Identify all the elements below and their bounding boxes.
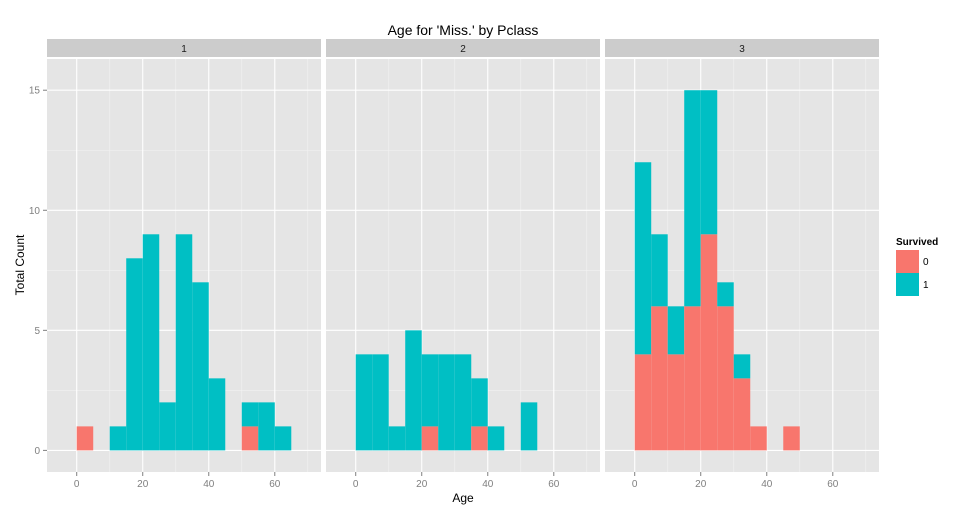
y-tick-label: 0 [34, 446, 40, 457]
bar-segment-survived-1 [142, 234, 160, 451]
bar-segment-survived-1 [700, 90, 718, 235]
facet-strip [605, 39, 879, 57]
bar-segment-survived-1 [651, 234, 668, 307]
x-tick-label: 60 [548, 479, 560, 490]
x-tick-label: 40 [482, 479, 494, 490]
bar-segment-survived-1 [126, 258, 143, 451]
bar-segment-survived-1 [684, 90, 701, 307]
x-tick-label: 40 [203, 479, 215, 490]
x-tick-label: 20 [695, 479, 707, 490]
bar-segment-survived-1 [109, 426, 127, 451]
bar-segment-survived-1 [175, 234, 193, 451]
legend-key-swatch [896, 250, 919, 273]
bar-segment-survived-0 [421, 426, 439, 451]
bar-segment-survived-1 [355, 354, 373, 451]
y-tick-label: 10 [29, 206, 41, 217]
bar-segment-survived-0 [76, 426, 94, 451]
facet-panel-1: 1 0 20 40 60 [47, 39, 321, 490]
x-tick-label: 0 [74, 479, 80, 490]
facet-panel-2: 20 20 40 60 [326, 39, 600, 490]
chart-title: Age for 'Miss.' by Pclass [388, 22, 539, 38]
bar-segment-survived-0 [684, 306, 701, 451]
y-tick-label: 15 [29, 86, 41, 97]
y-tick-label: 5 [34, 326, 40, 337]
bar-segment-survived-0 [667, 354, 685, 451]
x-tick-label: 0 [353, 479, 359, 490]
bar-segment-survived-1 [733, 354, 751, 379]
legend-title: Survived [896, 237, 938, 248]
bar-segment-survived-1 [487, 426, 505, 451]
bar-segment-survived-1 [372, 354, 389, 451]
y-axis: 0 5 10 15 [29, 86, 47, 457]
bar-segment-survived-0 [733, 378, 751, 451]
legend-entry-label: 1 [923, 280, 929, 291]
facet-strip [47, 39, 321, 57]
bar-segment-survived-1 [717, 282, 734, 307]
y-axis-title: Total Count [13, 234, 27, 295]
bar-segment-survived-1 [667, 306, 685, 355]
facet-strip-label: 1 [181, 44, 187, 55]
facet-strip-label: 2 [460, 44, 466, 55]
bar-segment-survived-1 [241, 402, 259, 427]
bar-segment-survived-1 [258, 402, 275, 451]
facet-strip-label: 3 [739, 44, 745, 55]
bar-segment-survived-0 [651, 306, 668, 451]
bar-segment-survived-1 [438, 354, 455, 451]
bar-segment-survived-1 [634, 162, 652, 355]
x-axis-title: Age [452, 491, 474, 505]
x-tick-label: 60 [269, 479, 281, 490]
bar-segment-survived-1 [274, 426, 292, 451]
bar-segment-survived-0 [241, 426, 259, 451]
legend-key-swatch [896, 273, 919, 296]
bar-segment-survived-1 [421, 354, 439, 427]
facet-panel-3: 3 0 20 40 60 [605, 39, 879, 490]
bar-segment-survived-1 [405, 330, 422, 451]
bar-segment-survived-1 [471, 378, 488, 427]
facet-strip [326, 39, 600, 57]
bar-segment-survived-1 [159, 402, 176, 451]
legend: Survived 0 1 [896, 237, 938, 296]
bar-segment-survived-1 [388, 426, 406, 451]
bar-segment-survived-0 [750, 426, 767, 451]
bar-segment-survived-1 [520, 402, 538, 451]
x-tick-label: 60 [827, 479, 839, 490]
bar-segment-survived-1 [208, 378, 226, 451]
bar-segment-survived-0 [783, 426, 800, 451]
legend-entry-label: 0 [923, 257, 929, 268]
bar-segment-survived-1 [454, 354, 472, 451]
bar-segment-survived-0 [471, 426, 488, 451]
x-tick-label: 0 [632, 479, 638, 490]
bar-segment-survived-0 [717, 306, 734, 451]
bar-segment-survived-0 [634, 354, 652, 451]
bar-segment-survived-0 [700, 234, 718, 451]
x-tick-label: 20 [137, 479, 149, 490]
x-tick-label: 40 [761, 479, 773, 490]
bar-segment-survived-1 [192, 282, 209, 451]
x-tick-label: 20 [416, 479, 428, 490]
